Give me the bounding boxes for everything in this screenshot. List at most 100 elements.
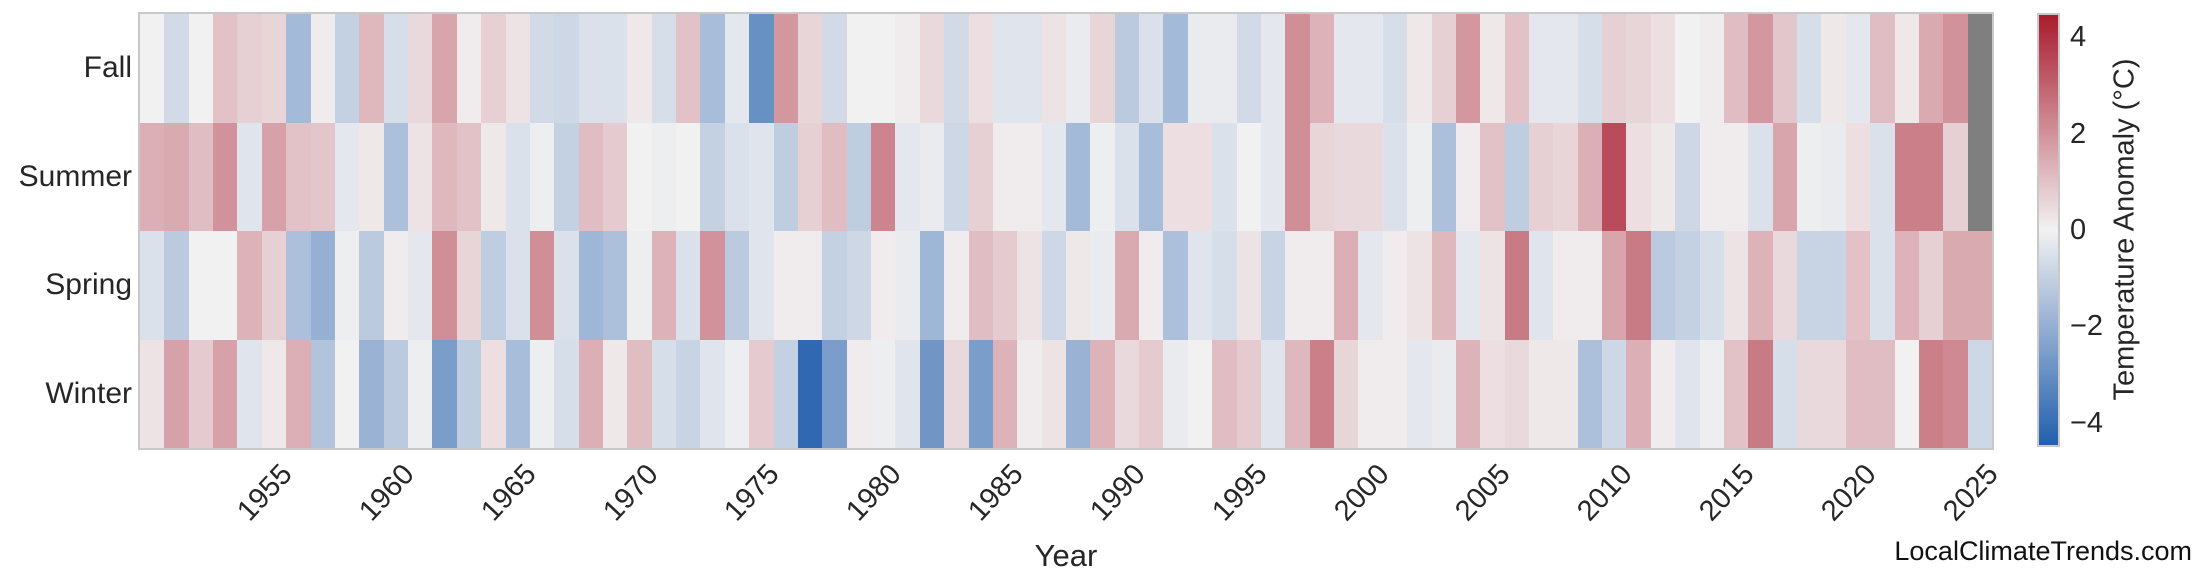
- heatmap-cell: [992, 339, 1018, 448]
- heatmap-cell: [822, 14, 847, 123]
- heatmap-cell: [944, 339, 969, 448]
- heatmap-cell: [1431, 14, 1456, 123]
- heatmap-cell: [261, 122, 287, 231]
- heatmap-cell: [140, 339, 165, 448]
- heatmap-cell: [432, 231, 457, 340]
- heatmap-cell: [1382, 122, 1408, 231]
- heatmap-cell: [700, 231, 725, 340]
- heatmap-cell: [1845, 122, 1871, 231]
- heatmap-cell: [992, 14, 1018, 123]
- heatmap-cell: [1017, 339, 1042, 448]
- heatmap-cell: [700, 339, 725, 448]
- heatmap-cell: [1407, 14, 1432, 123]
- heatmap-cell: [1845, 14, 1871, 123]
- heatmap-cell: [1943, 231, 1968, 340]
- heatmap-cell: [895, 122, 920, 231]
- heatmap-cell: [188, 122, 214, 231]
- heatmap-cell: [773, 339, 798, 448]
- heatmap-cell: [1455, 122, 1481, 231]
- heatmap-cell: [310, 231, 335, 340]
- heatmap-cell: [749, 339, 774, 448]
- heatmap-cell: [1675, 122, 1700, 231]
- heatmap-cell: [846, 339, 872, 448]
- heatmap-cell: [1845, 231, 1871, 340]
- heatmap-cell: [968, 14, 993, 123]
- heatmap-cell: [627, 122, 652, 231]
- heatmap-cell: [627, 14, 652, 123]
- heatmap-cell: [164, 122, 189, 231]
- heatmap-cell: [1894, 122, 1919, 231]
- heatmap-cell: [529, 231, 555, 340]
- heatmap-cell: [456, 231, 482, 340]
- heatmap-cell: [1066, 14, 1091, 123]
- heatmap-cell: [213, 14, 238, 123]
- heatmap-cell: [846, 231, 872, 340]
- heatmap-cell: [408, 122, 433, 231]
- heatmap-cell: [1650, 231, 1676, 340]
- heatmap-cell: [310, 339, 335, 448]
- x-tick-label: 1975: [718, 458, 787, 528]
- heatmap-cell: [140, 14, 165, 123]
- heatmap-cell: [1455, 14, 1481, 123]
- heatmap-cell: [1845, 339, 1871, 448]
- x-tick-label: 1970: [596, 458, 665, 528]
- heatmap-cell: [603, 14, 628, 123]
- heatmap-cell: [1212, 122, 1237, 231]
- heatmap-cell: [334, 231, 360, 340]
- heatmap-cell: [1212, 339, 1237, 448]
- heatmap-cell: [1309, 231, 1335, 340]
- heatmap-cell: [651, 339, 677, 448]
- heatmap-cell: [1114, 231, 1140, 340]
- heatmap-cell: [1748, 231, 1773, 340]
- heatmap-cell: [1553, 14, 1578, 123]
- heatmap-cell: [1187, 339, 1213, 448]
- colorbar-tick-label: 2: [2070, 117, 2087, 150]
- heatmap-cell: [651, 231, 677, 340]
- heatmap-cell: [773, 122, 798, 231]
- heatmap-cell: [1650, 339, 1676, 448]
- heatmap-cell: [1382, 14, 1408, 123]
- heatmap-cell: [822, 339, 847, 448]
- x-tick-label: 1980: [840, 458, 908, 528]
- heatmap-cell: [651, 14, 677, 123]
- heatmap-cell: [1260, 231, 1286, 340]
- heatmap-cell: [359, 122, 384, 231]
- heatmap-cell: [1163, 14, 1188, 123]
- heatmap-cell: [1748, 339, 1773, 448]
- heatmap-cell: [1382, 231, 1408, 340]
- heatmap-cell: [603, 231, 628, 340]
- heatmap-cell: [529, 122, 555, 231]
- heatmap-cell: [1455, 231, 1481, 340]
- heatmap-cell: [456, 122, 482, 231]
- heatmap-cell: [334, 122, 360, 231]
- heatmap-cell: [188, 14, 214, 123]
- heatmap-cell: [1821, 231, 1846, 340]
- heatmap-cell: [1943, 14, 1968, 123]
- heatmap-cell: [1699, 231, 1724, 340]
- heatmap-cell: [505, 122, 530, 231]
- heatmap-cell: [334, 14, 360, 123]
- y-axis-label-fall: Fall: [83, 51, 132, 85]
- heatmap-cell: [578, 339, 603, 448]
- heatmap-cell: [1675, 14, 1700, 123]
- heatmap-cell: [1699, 14, 1724, 123]
- heatmap-cell: [700, 14, 725, 123]
- heatmap-cell: [1431, 339, 1456, 448]
- y-axis-label-spring: Spring: [45, 268, 132, 302]
- heatmap-cell: [1236, 122, 1261, 231]
- heatmap-cell: [505, 14, 530, 123]
- heatmap-cell: [1821, 339, 1846, 448]
- heatmap-cell: [1723, 122, 1749, 231]
- heatmap-cell: [310, 122, 335, 231]
- heatmap-cell: [1821, 122, 1846, 231]
- heatmap-cell: [822, 231, 847, 340]
- heatmap-cell: [456, 339, 482, 448]
- heatmap-cell: [286, 231, 311, 340]
- heatmap-cell: [676, 14, 701, 123]
- heatmap-cell: [724, 14, 750, 123]
- colorbar-tick-label: 0: [2070, 214, 2087, 246]
- heatmap-cell: [871, 339, 896, 448]
- heatmap-cell: [359, 14, 384, 123]
- heatmap-cell: [797, 339, 823, 448]
- heatmap-cell: [1358, 339, 1383, 448]
